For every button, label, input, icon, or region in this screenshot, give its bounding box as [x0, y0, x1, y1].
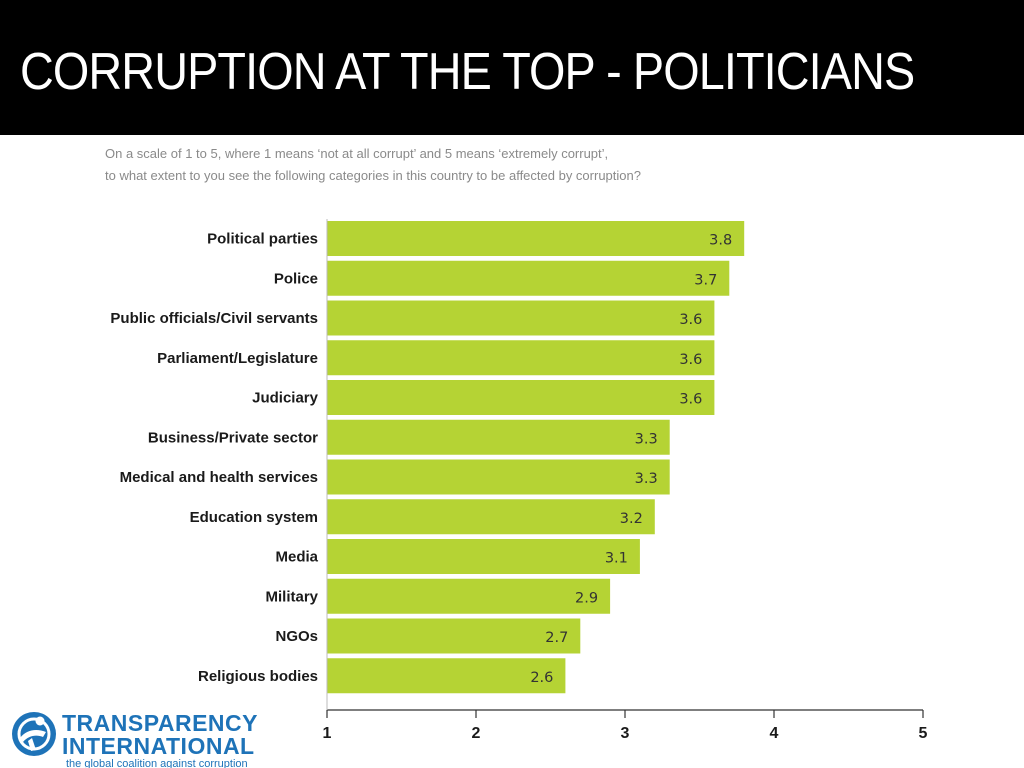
bar — [327, 658, 566, 694]
category-label: Medical and health services — [120, 469, 318, 486]
question-line-1: On a scale of 1 to 5, where 1 means ‘not… — [105, 146, 609, 161]
title-bar: CORRUPTION AT THE TOP - POLITICIANS — [0, 0, 1024, 135]
logo-tagline: the global coalition against corruption — [66, 758, 248, 768]
bar — [327, 221, 745, 256]
category-label: Political parties — [207, 231, 318, 248]
category-label: Media — [275, 549, 318, 566]
value-label: 3.6 — [679, 392, 702, 408]
value-label: 2.6 — [530, 670, 553, 686]
category-label: Judiciary — [252, 390, 319, 407]
bar — [327, 340, 715, 376]
x-tick-label: 4 — [770, 725, 779, 742]
question-line-2: to what extent to you see the following … — [105, 168, 641, 183]
value-label: 3.3 — [635, 431, 658, 447]
logo-line-2: INTERNATIONAL — [62, 733, 255, 759]
value-label: 3.2 — [620, 511, 643, 527]
bar — [327, 300, 715, 336]
transparency-international-logo: TRANSPARENCY INTERNATIONAL the global co… — [10, 708, 270, 768]
x-tick-label: 3 — [621, 725, 630, 742]
value-label: 2.9 — [575, 590, 598, 606]
category-label: Police — [274, 270, 318, 287]
x-tick-label: 1 — [323, 725, 332, 742]
ti-globe-icon — [12, 712, 56, 756]
bar — [327, 459, 670, 495]
bar — [327, 499, 655, 535]
value-label: 3.6 — [679, 312, 702, 328]
logo-wordmark: TRANSPARENCY INTERNATIONAL — [62, 712, 258, 758]
bar — [327, 380, 715, 415]
bar — [327, 578, 611, 614]
category-label: NGOs — [275, 628, 318, 645]
category-label: Military — [265, 588, 318, 605]
chart-question: On a scale of 1 to 5, where 1 means ‘not… — [105, 143, 805, 187]
category-label: Education system — [190, 509, 318, 526]
logo-line-1: TRANSPARENCY — [62, 710, 258, 736]
x-axis: 1 2 3 4 5 — [323, 219, 928, 742]
category-label: Public officials/Civil servants — [110, 310, 318, 327]
category-label: Parliament/Legislature — [157, 350, 318, 367]
value-label: 3.6 — [679, 352, 702, 368]
bar — [327, 260, 730, 296]
bars-group: Political parties 3.8 Police 3.7 Public offi… — [110, 221, 745, 694]
x-tick-label: 2 — [472, 725, 481, 742]
category-label: Religious bodies — [198, 668, 318, 685]
value-label: 3.1 — [605, 551, 628, 567]
value-label: 3.3 — [635, 471, 658, 487]
value-label: 3.7 — [694, 272, 717, 288]
x-tick-label: 5 — [919, 725, 928, 742]
bar — [327, 419, 670, 455]
value-label: 3.8 — [709, 233, 732, 249]
bar — [327, 539, 640, 574]
value-label: 2.7 — [545, 630, 568, 646]
page-title: CORRUPTION AT THE TOP - POLITICIANS — [20, 43, 915, 101]
category-label: Business/Private sector — [148, 429, 318, 446]
bar — [327, 618, 581, 654]
